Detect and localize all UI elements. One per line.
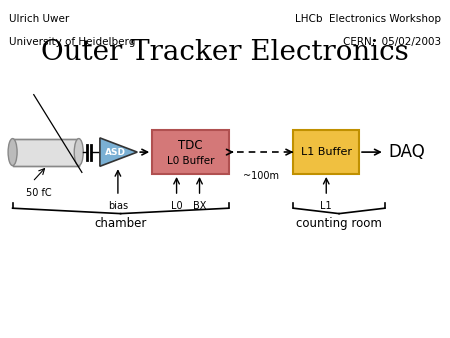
Text: L0 Buffer: L0 Buffer [166, 155, 214, 166]
Text: CERN,  05/02/2003: CERN, 05/02/2003 [343, 37, 441, 47]
Text: L1: L1 [320, 201, 332, 211]
FancyBboxPatch shape [293, 130, 359, 174]
Text: DAQ: DAQ [388, 143, 425, 161]
Text: ~100m: ~100m [243, 171, 279, 181]
Text: BX: BX [193, 201, 206, 211]
FancyBboxPatch shape [13, 139, 79, 166]
Text: L1 Buffer: L1 Buffer [301, 147, 352, 157]
Text: L0: L0 [171, 201, 182, 211]
Text: counting room: counting room [296, 217, 382, 230]
Text: Outer Tracker Electronics: Outer Tracker Electronics [41, 39, 409, 66]
Text: ASD: ASD [105, 148, 126, 156]
Text: University of Heidelberg: University of Heidelberg [9, 37, 135, 47]
Text: LHCb  Electronics Workshop: LHCb Electronics Workshop [295, 14, 441, 24]
Text: 50 fC: 50 fC [26, 188, 52, 198]
Text: TDC: TDC [178, 139, 202, 152]
FancyBboxPatch shape [152, 130, 229, 174]
Text: Ulrich Uwer: Ulrich Uwer [9, 14, 69, 24]
Text: chamber: chamber [94, 217, 147, 230]
Polygon shape [100, 138, 137, 166]
Text: bias: bias [108, 201, 128, 211]
Ellipse shape [8, 139, 17, 166]
Ellipse shape [74, 139, 83, 166]
